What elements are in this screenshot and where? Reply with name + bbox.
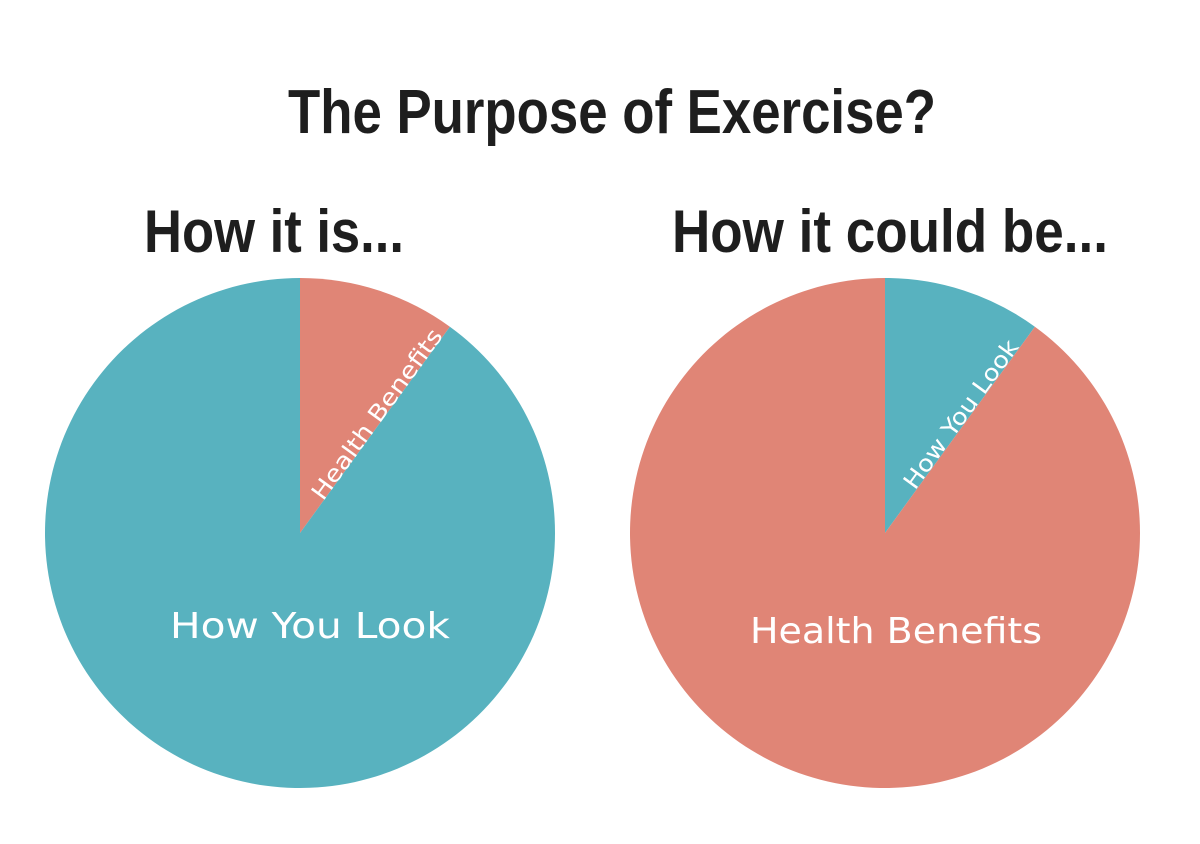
pie-slice-health-benefits: [630, 278, 1141, 788]
pie-slice-label-how-you-look: How You Look: [170, 606, 450, 647]
chart-left-title: How it is...: [144, 198, 404, 265]
pie-slice-how-you-look: [885, 278, 1035, 533]
pie-slice-how-you-look: [45, 278, 556, 788]
chart-right-title: How it could be...: [672, 198, 1108, 265]
pie-slice-health-benefits: [300, 278, 450, 533]
main-title: The Purpose of Exercise?: [288, 78, 936, 147]
pie-slice-label-health-benefits: Health Benefits: [750, 611, 1042, 652]
